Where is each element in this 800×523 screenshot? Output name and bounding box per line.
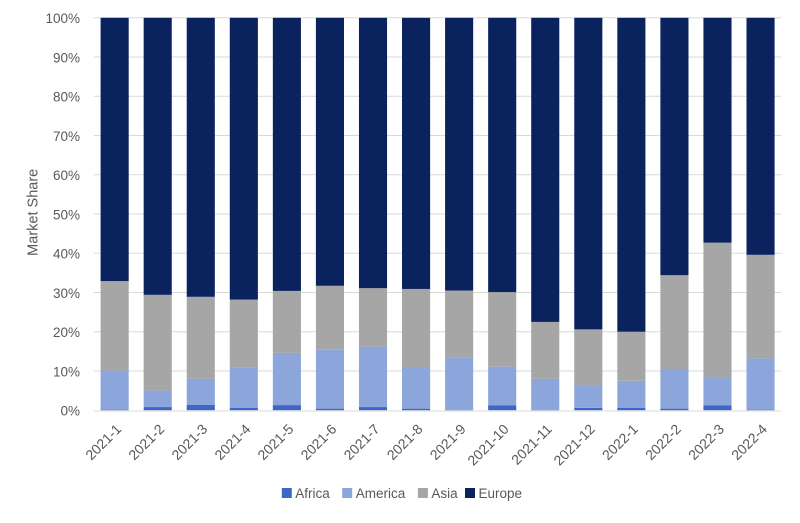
- svg-text:80%: 80%: [53, 90, 80, 105]
- svg-text:60%: 60%: [53, 168, 80, 183]
- svg-text:40%: 40%: [53, 247, 80, 262]
- svg-text:Africa: Africa: [295, 486, 330, 501]
- svg-text:100%: 100%: [45, 11, 80, 26]
- svg-text:Market Share: Market Share: [26, 169, 42, 256]
- svg-text:70%: 70%: [53, 129, 80, 144]
- svg-text:Europe: Europe: [479, 486, 523, 501]
- svg-text:10%: 10%: [53, 364, 80, 379]
- svg-text:0%: 0%: [60, 404, 80, 419]
- svg-text:Asia: Asia: [431, 486, 458, 501]
- svg-text:90%: 90%: [53, 50, 80, 65]
- svg-text:America: America: [356, 486, 406, 501]
- svg-text:50%: 50%: [53, 207, 80, 222]
- svg-text:20%: 20%: [53, 325, 80, 340]
- svg-text:30%: 30%: [53, 286, 80, 301]
